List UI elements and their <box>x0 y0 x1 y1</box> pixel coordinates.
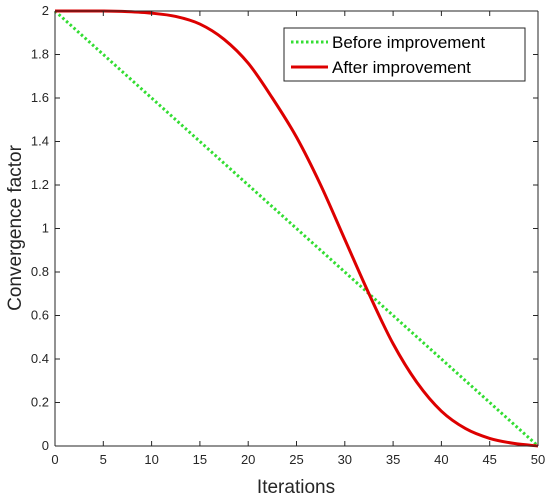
x-tick-label: 0 <box>51 452 58 467</box>
y-tick-label: 0.4 <box>31 351 49 366</box>
ticks: 0 5 10 15 20 25 30 35 40 45 50 0 0.2 0.4 0.6 0.8 1 1.2 1.4… <box>31 3 545 467</box>
y-tick-label: 0.2 <box>31 395 49 410</box>
y-tick-label: 2 <box>42 3 49 18</box>
y-tick-label: 1.4 <box>31 134 49 149</box>
legend-box <box>283 27 526 82</box>
y-tick-label: 1.8 <box>31 47 49 62</box>
x-tick-label: 30 <box>338 452 352 467</box>
y-tick-label: 0.6 <box>31 308 49 323</box>
x-tick-label: 35 <box>386 452 400 467</box>
y-tick-label: 1.6 <box>31 90 49 105</box>
x-axis-title: Iterations <box>257 477 335 498</box>
x-tick-label: 10 <box>144 452 158 467</box>
y-axis-title: Convergence factor <box>5 144 26 310</box>
x-tick-label: 25 <box>289 452 303 467</box>
x-tick-label: 45 <box>482 452 496 467</box>
series-layer <box>53 9 540 448</box>
y-tick-label: 0 <box>42 438 49 453</box>
legend-label-before-improvement: Before improvement <box>332 33 485 52</box>
legend: Before improvement After improvement <box>283 27 526 82</box>
legend-label-after-improvement: After improvement <box>332 58 471 77</box>
y-tick-label: 1.2 <box>31 177 49 192</box>
x-tick-label: 20 <box>241 452 255 467</box>
y-tick-label: 1 <box>42 221 49 236</box>
y-tick-label: 0.8 <box>31 264 49 279</box>
x-tick-label: 50 <box>531 452 545 467</box>
x-tick-label: 40 <box>434 452 448 467</box>
x-tick-label: 5 <box>100 452 107 467</box>
x-tick-label: 15 <box>193 452 207 467</box>
series-line-after-improvement <box>54 9 539 448</box>
series-line-before-improvement <box>53 9 540 448</box>
